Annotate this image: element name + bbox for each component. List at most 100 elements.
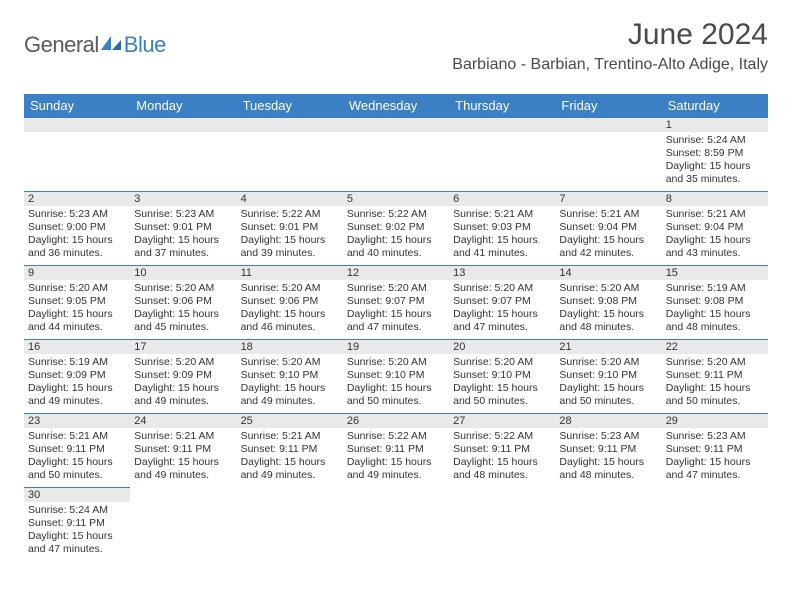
daylight-line: Daylight: 15 hours and 39 minutes.	[241, 234, 339, 260]
sunrise-line: Sunrise: 5:20 AM	[347, 356, 445, 369]
week-row: 1Sunrise: 5:24 AMSunset: 8:59 PMDaylight…	[24, 118, 768, 192]
daylight-line: Daylight: 15 hours and 50 minutes.	[28, 456, 126, 482]
day-body: Sunrise: 5:22 AMSunset: 9:11 PMDaylight:…	[449, 428, 555, 486]
sunrise-line: Sunrise: 5:21 AM	[666, 208, 764, 221]
daylight-line: Daylight: 15 hours and 37 minutes.	[134, 234, 232, 260]
day-number: 6	[449, 192, 555, 206]
daylight-line: Daylight: 15 hours and 42 minutes.	[559, 234, 657, 260]
sunset-line: Sunset: 9:06 PM	[241, 295, 339, 308]
day-number: 3	[130, 192, 236, 206]
sunrise-line: Sunrise: 5:20 AM	[559, 282, 657, 295]
day-cell: 4Sunrise: 5:22 AMSunset: 9:01 PMDaylight…	[237, 192, 343, 266]
day-cell: 16Sunrise: 5:19 AMSunset: 9:09 PMDayligh…	[24, 340, 130, 414]
empty-cell	[237, 118, 343, 192]
empty-cell	[130, 118, 236, 192]
empty-cell	[237, 488, 343, 562]
logo-sail-icon	[101, 34, 123, 57]
empty-cell	[449, 118, 555, 192]
daylight-line: Daylight: 15 hours and 47 minutes.	[347, 308, 445, 334]
empty-daynum	[24, 118, 130, 132]
sunrise-line: Sunrise: 5:20 AM	[453, 282, 551, 295]
day-body: Sunrise: 5:23 AMSunset: 9:11 PMDaylight:…	[555, 428, 661, 486]
sunset-line: Sunset: 9:10 PM	[453, 369, 551, 382]
day-number: 10	[130, 266, 236, 280]
sunrise-line: Sunrise: 5:24 AM	[666, 134, 764, 147]
empty-daynum	[130, 118, 236, 132]
empty-daynum	[237, 118, 343, 132]
sunrise-line: Sunrise: 5:21 AM	[134, 430, 232, 443]
daylight-line: Daylight: 15 hours and 40 minutes.	[347, 234, 445, 260]
day-cell: 29Sunrise: 5:23 AMSunset: 9:11 PMDayligh…	[662, 414, 768, 488]
day-cell: 20Sunrise: 5:20 AMSunset: 9:10 PMDayligh…	[449, 340, 555, 414]
daylight-line: Daylight: 15 hours and 50 minutes.	[559, 382, 657, 408]
day-body: Sunrise: 5:20 AMSunset: 9:07 PMDaylight:…	[449, 280, 555, 338]
daylight-line: Daylight: 15 hours and 36 minutes.	[28, 234, 126, 260]
day-number: 28	[555, 414, 661, 428]
sunset-line: Sunset: 9:04 PM	[666, 221, 764, 234]
sunrise-line: Sunrise: 5:20 AM	[134, 356, 232, 369]
daylight-line: Daylight: 15 hours and 35 minutes.	[666, 160, 764, 186]
location: Barbiano - Barbian, Trentino-Alto Adige,…	[452, 56, 768, 74]
day-cell: 23Sunrise: 5:21 AMSunset: 9:11 PMDayligh…	[24, 414, 130, 488]
sunset-line: Sunset: 9:10 PM	[241, 369, 339, 382]
sunrise-line: Sunrise: 5:20 AM	[453, 356, 551, 369]
empty-body	[555, 132, 661, 188]
day-cell: 8Sunrise: 5:21 AMSunset: 9:04 PMDaylight…	[662, 192, 768, 266]
sunrise-line: Sunrise: 5:23 AM	[666, 430, 764, 443]
sunset-line: Sunset: 9:02 PM	[347, 221, 445, 234]
sunrise-line: Sunrise: 5:19 AM	[666, 282, 764, 295]
empty-cell	[343, 488, 449, 562]
sunset-line: Sunset: 9:07 PM	[453, 295, 551, 308]
daylight-line: Daylight: 15 hours and 49 minutes.	[241, 382, 339, 408]
day-body: Sunrise: 5:20 AMSunset: 9:05 PMDaylight:…	[24, 280, 130, 338]
day-number: 13	[449, 266, 555, 280]
day-cell: 6Sunrise: 5:21 AMSunset: 9:03 PMDaylight…	[449, 192, 555, 266]
daylight-line: Daylight: 15 hours and 50 minutes.	[347, 382, 445, 408]
day-number: 5	[343, 192, 449, 206]
day-body: Sunrise: 5:23 AMSunset: 9:01 PMDaylight:…	[130, 206, 236, 264]
sunrise-line: Sunrise: 5:24 AM	[28, 504, 126, 517]
day-body: Sunrise: 5:19 AMSunset: 9:09 PMDaylight:…	[24, 354, 130, 412]
sunset-line: Sunset: 9:11 PM	[347, 443, 445, 456]
sunset-line: Sunset: 9:10 PM	[559, 369, 657, 382]
empty-daynum	[343, 118, 449, 132]
daylight-line: Daylight: 15 hours and 49 minutes.	[134, 456, 232, 482]
empty-cell	[343, 118, 449, 192]
sunset-line: Sunset: 9:10 PM	[347, 369, 445, 382]
day-cell: 18Sunrise: 5:20 AMSunset: 9:10 PMDayligh…	[237, 340, 343, 414]
empty-body	[343, 132, 449, 188]
day-number: 22	[662, 340, 768, 354]
sunset-line: Sunset: 9:11 PM	[28, 443, 126, 456]
calendar-table: SundayMondayTuesdayWednesdayThursdayFrid…	[24, 94, 768, 562]
day-cell: 28Sunrise: 5:23 AMSunset: 9:11 PMDayligh…	[555, 414, 661, 488]
day-cell: 13Sunrise: 5:20 AMSunset: 9:07 PMDayligh…	[449, 266, 555, 340]
sunset-line: Sunset: 9:11 PM	[666, 443, 764, 456]
daylight-line: Daylight: 15 hours and 41 minutes.	[453, 234, 551, 260]
sunrise-line: Sunrise: 5:21 AM	[241, 430, 339, 443]
day-body: Sunrise: 5:20 AMSunset: 9:10 PMDaylight:…	[343, 354, 449, 412]
dayname-thursday: Thursday	[449, 94, 555, 118]
empty-cell	[24, 118, 130, 192]
sunset-line: Sunset: 9:00 PM	[28, 221, 126, 234]
sunset-line: Sunset: 9:11 PM	[134, 443, 232, 456]
day-number: 19	[343, 340, 449, 354]
day-cell: 17Sunrise: 5:20 AMSunset: 9:09 PMDayligh…	[130, 340, 236, 414]
day-body: Sunrise: 5:23 AMSunset: 9:11 PMDaylight:…	[662, 428, 768, 486]
sunset-line: Sunset: 9:08 PM	[559, 295, 657, 308]
sunrise-line: Sunrise: 5:23 AM	[28, 208, 126, 221]
header: General Blue June 2024 Barbiano - Barbia…	[24, 18, 768, 90]
day-body: Sunrise: 5:20 AMSunset: 9:07 PMDaylight:…	[343, 280, 449, 338]
daylight-line: Daylight: 15 hours and 47 minutes.	[28, 530, 126, 556]
sunset-line: Sunset: 9:03 PM	[453, 221, 551, 234]
sunset-line: Sunset: 8:59 PM	[666, 147, 764, 160]
week-row: 2Sunrise: 5:23 AMSunset: 9:00 PMDaylight…	[24, 192, 768, 266]
day-body: Sunrise: 5:22 AMSunset: 9:01 PMDaylight:…	[237, 206, 343, 264]
logo-text-general: General	[24, 32, 99, 58]
empty-body	[24, 132, 130, 188]
sunrise-line: Sunrise: 5:21 AM	[28, 430, 126, 443]
day-cell: 3Sunrise: 5:23 AMSunset: 9:01 PMDaylight…	[130, 192, 236, 266]
logo: General Blue	[24, 32, 166, 58]
sunset-line: Sunset: 9:11 PM	[559, 443, 657, 456]
daylight-line: Daylight: 15 hours and 44 minutes.	[28, 308, 126, 334]
empty-cell	[555, 488, 661, 562]
